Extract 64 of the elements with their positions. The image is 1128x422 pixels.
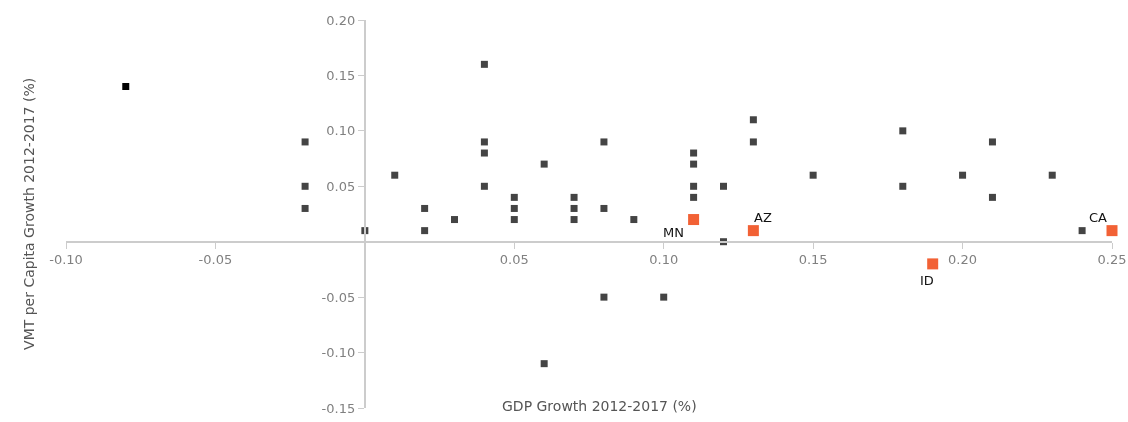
point: [480, 149, 488, 157]
point: [540, 160, 548, 168]
point: [600, 293, 608, 301]
y-tick-label: 0.05: [326, 178, 356, 194]
point: [1048, 171, 1056, 179]
x-tick-label: 0.05: [499, 252, 529, 268]
x-tick-label: 0.15: [798, 252, 828, 268]
x-tick-label: 0.20: [948, 252, 978, 268]
point: [421, 227, 429, 235]
y-axis-title: VMT per Capita Growth 2012-2017 (%): [20, 77, 37, 350]
point: [899, 182, 907, 190]
y-tick-label: 0.20: [326, 12, 356, 28]
point: [809, 171, 817, 179]
point: [749, 116, 757, 124]
point: [660, 293, 668, 301]
point: [480, 182, 488, 190]
point: [480, 60, 488, 68]
point: [600, 204, 608, 212]
point: [690, 149, 698, 157]
annotation: AZ: [754, 210, 772, 225]
point: [570, 216, 578, 224]
point: [122, 83, 130, 91]
point: [570, 193, 578, 201]
point: [480, 138, 488, 146]
y-tick-label: 0.10: [326, 123, 356, 139]
point: [391, 171, 399, 179]
point: [747, 225, 759, 237]
point: [899, 127, 907, 135]
point: [600, 138, 608, 146]
y-tick-label: -0.15: [321, 400, 356, 416]
point: [630, 216, 638, 224]
y-tick-label: 0.15: [326, 67, 356, 83]
point: [688, 214, 700, 226]
point: [1078, 227, 1086, 235]
annotation: MN: [663, 225, 684, 240]
point: [690, 160, 698, 168]
point: [988, 193, 996, 201]
point: [959, 171, 967, 179]
x-tick-label: -0.10: [49, 252, 83, 268]
point: [451, 216, 459, 224]
point: [570, 204, 578, 212]
point: [690, 182, 698, 190]
annotation: CA: [1089, 210, 1108, 225]
point: [301, 138, 309, 146]
point: [301, 204, 309, 212]
point: [510, 216, 518, 224]
point: [540, 360, 548, 368]
x-tick-label: 0.25: [1097, 252, 1127, 268]
x-axis-title: GDP Growth 2012-2017 (%): [502, 398, 697, 414]
point: [301, 182, 309, 190]
point: [719, 182, 727, 190]
y-tick-label: -0.10: [321, 345, 356, 361]
point: [510, 193, 518, 201]
point: [510, 204, 518, 212]
x-tick-label: -0.05: [198, 252, 233, 268]
point: [988, 138, 996, 146]
y-tick-label: -0.05: [321, 289, 356, 305]
point: [1106, 225, 1118, 237]
point: [690, 193, 698, 201]
point: [927, 258, 939, 270]
annotation: ID: [920, 273, 934, 288]
x-tick-label: 0.10: [649, 252, 679, 268]
point: [749, 138, 757, 146]
point: [421, 204, 429, 212]
